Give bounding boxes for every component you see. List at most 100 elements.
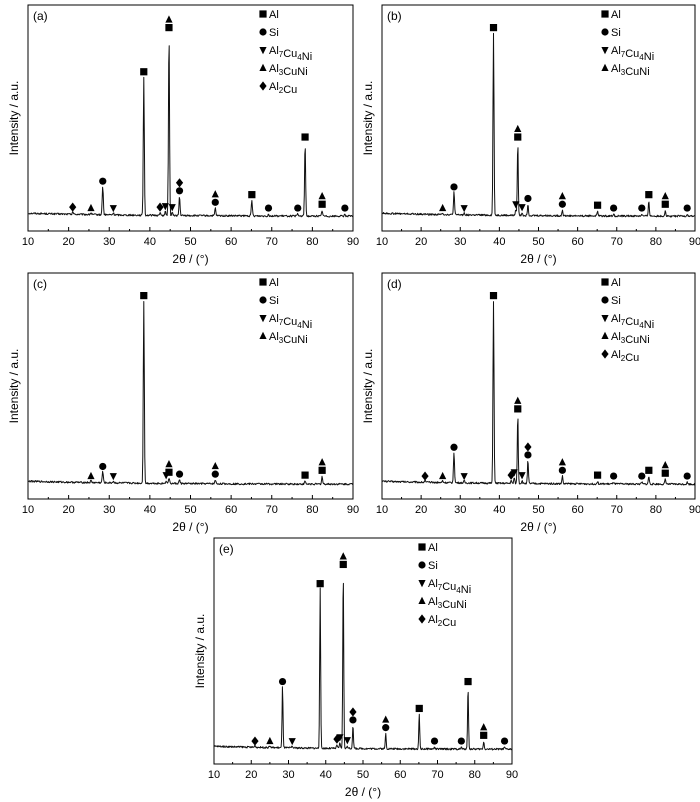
peak-marker-square	[140, 68, 148, 76]
x-axis-title: 2θ / (°)	[520, 520, 556, 534]
x-tick-label: 10	[22, 236, 34, 248]
peak-marker-inv-triangle	[336, 734, 344, 742]
peak-marker-inv-triangle	[510, 469, 518, 477]
legend-label: Si	[611, 295, 621, 307]
peak-marker-square	[301, 471, 309, 479]
legend-label: Al7Cu4Ni	[428, 578, 471, 596]
peak-marker-diamond	[524, 442, 532, 452]
peak-marker-circle	[349, 716, 357, 724]
legend-marker	[418, 580, 426, 588]
x-tick-label: 60	[572, 504, 584, 516]
legend-label: Si	[428, 560, 438, 572]
x-axis-title: 2θ / (°)	[345, 785, 381, 799]
panel-d: 10 20 30 40 50 60 70 80 90 2θ / (°) Intensity / a.…	[361, 272, 700, 534]
x-tick-label: 50	[532, 236, 544, 248]
x-tick-label: 30	[454, 504, 466, 516]
legend-label: Si	[611, 27, 621, 39]
legend-label: Al3CuNi	[269, 331, 308, 346]
x-tick-label: 80	[650, 504, 662, 516]
peak-marker-triangle	[211, 461, 219, 470]
peak-marker-triangle	[514, 396, 522, 404]
peak-marker-inv-triangle	[288, 738, 296, 746]
x-tick-label: 40	[493, 236, 505, 248]
x-tick-label: 10	[376, 504, 388, 516]
x-axis-title: 2θ / (°)	[520, 252, 556, 266]
peak-marker-triangle	[382, 715, 390, 723]
x-tick-label: 20	[63, 504, 75, 516]
legend-marker	[601, 28, 609, 36]
peak-marker-square	[593, 201, 602, 209]
legend-label: Al7Cu4Ni	[269, 45, 312, 63]
legend-label: Al	[611, 277, 621, 289]
legend-marker	[259, 63, 267, 71]
peak-marker-inv-triangle	[161, 203, 169, 211]
legend-label: Al	[611, 9, 621, 21]
plot-frame	[27, 272, 354, 500]
legend-marker	[418, 614, 426, 624]
peak-marker-square	[339, 560, 347, 569]
peak-marker-inv-triangle	[168, 204, 176, 212]
peak-marker-circle	[430, 737, 439, 745]
peak-marker-square	[593, 471, 602, 479]
legend-marker	[601, 10, 609, 18]
panel-c: 10 20 30 40 50 60 70 80 90 2θ / (°) Intensity / a.…	[7, 272, 359, 534]
peak-marker-inv-triangle	[460, 473, 468, 481]
x-tick-label: 30	[282, 769, 294, 781]
peak-marker-inv-triangle	[518, 472, 526, 480]
legend-marker	[259, 28, 267, 36]
legend-label: Al	[428, 542, 438, 554]
plot-frame	[381, 272, 696, 500]
peak-marker-circle	[278, 677, 287, 686]
peak-marker-diamond	[421, 471, 429, 481]
peak-marker-circle	[382, 724, 390, 732]
legend-label: Al3CuNi	[611, 331, 650, 346]
peak-marker-diamond	[251, 736, 259, 746]
y-axis-title: Intensity / a.u.	[361, 81, 375, 156]
legend-marker	[601, 296, 609, 304]
legend-marker	[259, 278, 267, 286]
peak-marker-triangle	[661, 461, 669, 469]
legend-marker	[259, 81, 267, 91]
peak-marker-square	[318, 200, 326, 208]
peak-marker-circle	[175, 470, 184, 478]
peak-marker-triangle	[165, 460, 173, 468]
peak-marker-square	[318, 466, 326, 474]
panel-label: (b)	[387, 9, 402, 23]
x-axis-title: 2θ / (°)	[172, 252, 208, 266]
xrd-trace	[382, 32, 696, 218]
x-tick-label: 90	[347, 236, 359, 248]
peak-marker-square	[489, 24, 498, 32]
legend-marker	[259, 296, 267, 304]
panel-label: (a)	[33, 9, 48, 23]
peak-marker-circle	[211, 198, 219, 206]
peak-marker-square	[661, 469, 669, 477]
peak-marker-inv-triangle	[460, 205, 468, 213]
peak-marker-circle	[264, 204, 273, 212]
peak-marker-triangle	[558, 192, 566, 200]
x-tick-label: 40	[144, 504, 156, 516]
x-tick-label: 30	[103, 236, 115, 248]
y-axis-title: Intensity / a.u.	[193, 614, 207, 689]
peak-marker-diamond	[175, 178, 184, 188]
peak-marker-circle	[558, 200, 566, 208]
x-tick-label: 40	[144, 236, 156, 248]
peak-marker-diamond	[507, 470, 515, 480]
x-tick-label: 80	[650, 236, 662, 248]
legend-marker	[601, 47, 609, 55]
peak-marker-circle	[524, 194, 532, 203]
peak-marker-circle	[99, 177, 107, 185]
peak-marker-triangle	[165, 15, 173, 23]
x-tick-label: 30	[103, 504, 115, 516]
peak-marker-circle	[175, 187, 184, 195]
legend-label: Al	[269, 277, 279, 289]
x-tick-label: 20	[415, 504, 427, 516]
x-tick-label: 70	[431, 769, 443, 781]
x-tick-label: 50	[184, 236, 196, 248]
peak-marker-triangle	[211, 190, 219, 198]
peak-marker-square	[661, 200, 669, 208]
peak-marker-circle	[450, 183, 458, 191]
xrd-trace	[213, 582, 513, 751]
y-axis-title: Intensity / a.u.	[361, 349, 375, 424]
peak-marker-inv-triangle	[109, 473, 117, 481]
peak-marker-square	[480, 731, 488, 739]
